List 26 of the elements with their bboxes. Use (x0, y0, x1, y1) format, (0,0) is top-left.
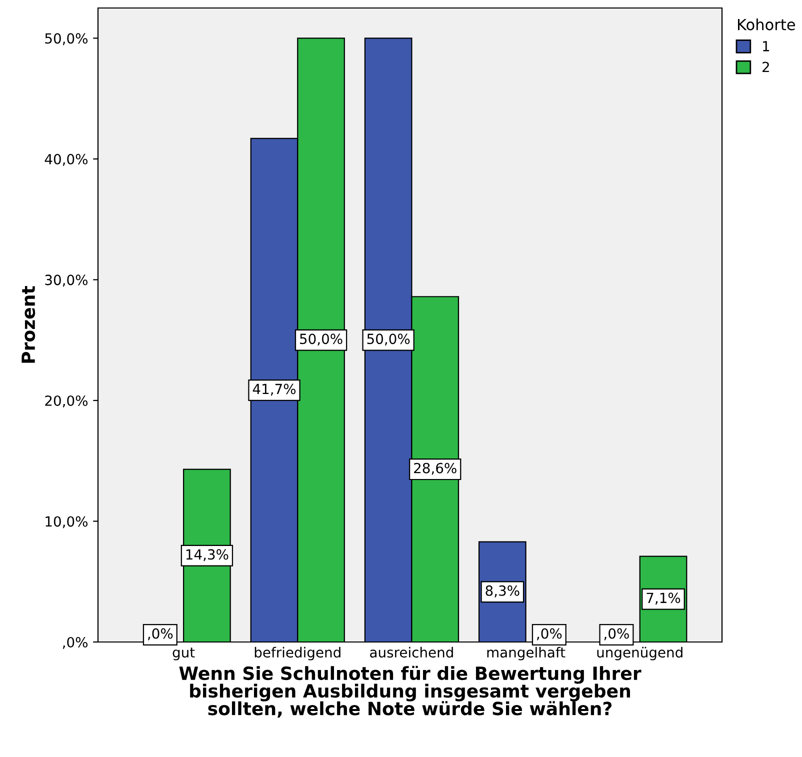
y-axis-title: Prozent (22, 286, 36, 363)
legend-title: Kohorte (738, 18, 795, 30)
x-tick-label: ungenügend (597, 646, 682, 660)
y-tick-label: 20,0% (45, 395, 88, 408)
data-label: 14,3% (186, 549, 228, 562)
legend-label: 1 (763, 41, 770, 52)
data-label: 50,0% (367, 334, 410, 346)
data-label: ,0% (537, 628, 562, 640)
y-tick-label: ,0% (62, 636, 88, 649)
legend-label: 2 (762, 62, 769, 72)
data-label: 7,1% (646, 592, 680, 605)
x-tick-label: gut (172, 648, 195, 660)
data-label: ,0% (604, 628, 629, 640)
y-tick-label: 50,0% (45, 33, 88, 46)
y-tick-label: 40,0% (44, 154, 88, 166)
x-tick-label: mangelhaft (487, 646, 566, 660)
data-label: 41,7% (252, 384, 296, 396)
y-tick-label: 10,0% (46, 516, 88, 528)
data-label: ,0% (148, 628, 173, 640)
data-label: 28,6% (414, 462, 456, 475)
x-tick-label: ausreichend (370, 646, 453, 658)
data-label: 8,3% (486, 585, 520, 598)
x-axis-title: Wenn Sie Schulnoten für die Bewertung Ihrer bisherigen Ausbildung insgesamt vergeben sollten, welche Note würde Sie wählen? (179, 666, 642, 718)
y-tick-label: 30,0% (45, 274, 88, 287)
x-tick-label: befriedigend (254, 646, 340, 660)
data-label: 50,0% (300, 334, 342, 346)
